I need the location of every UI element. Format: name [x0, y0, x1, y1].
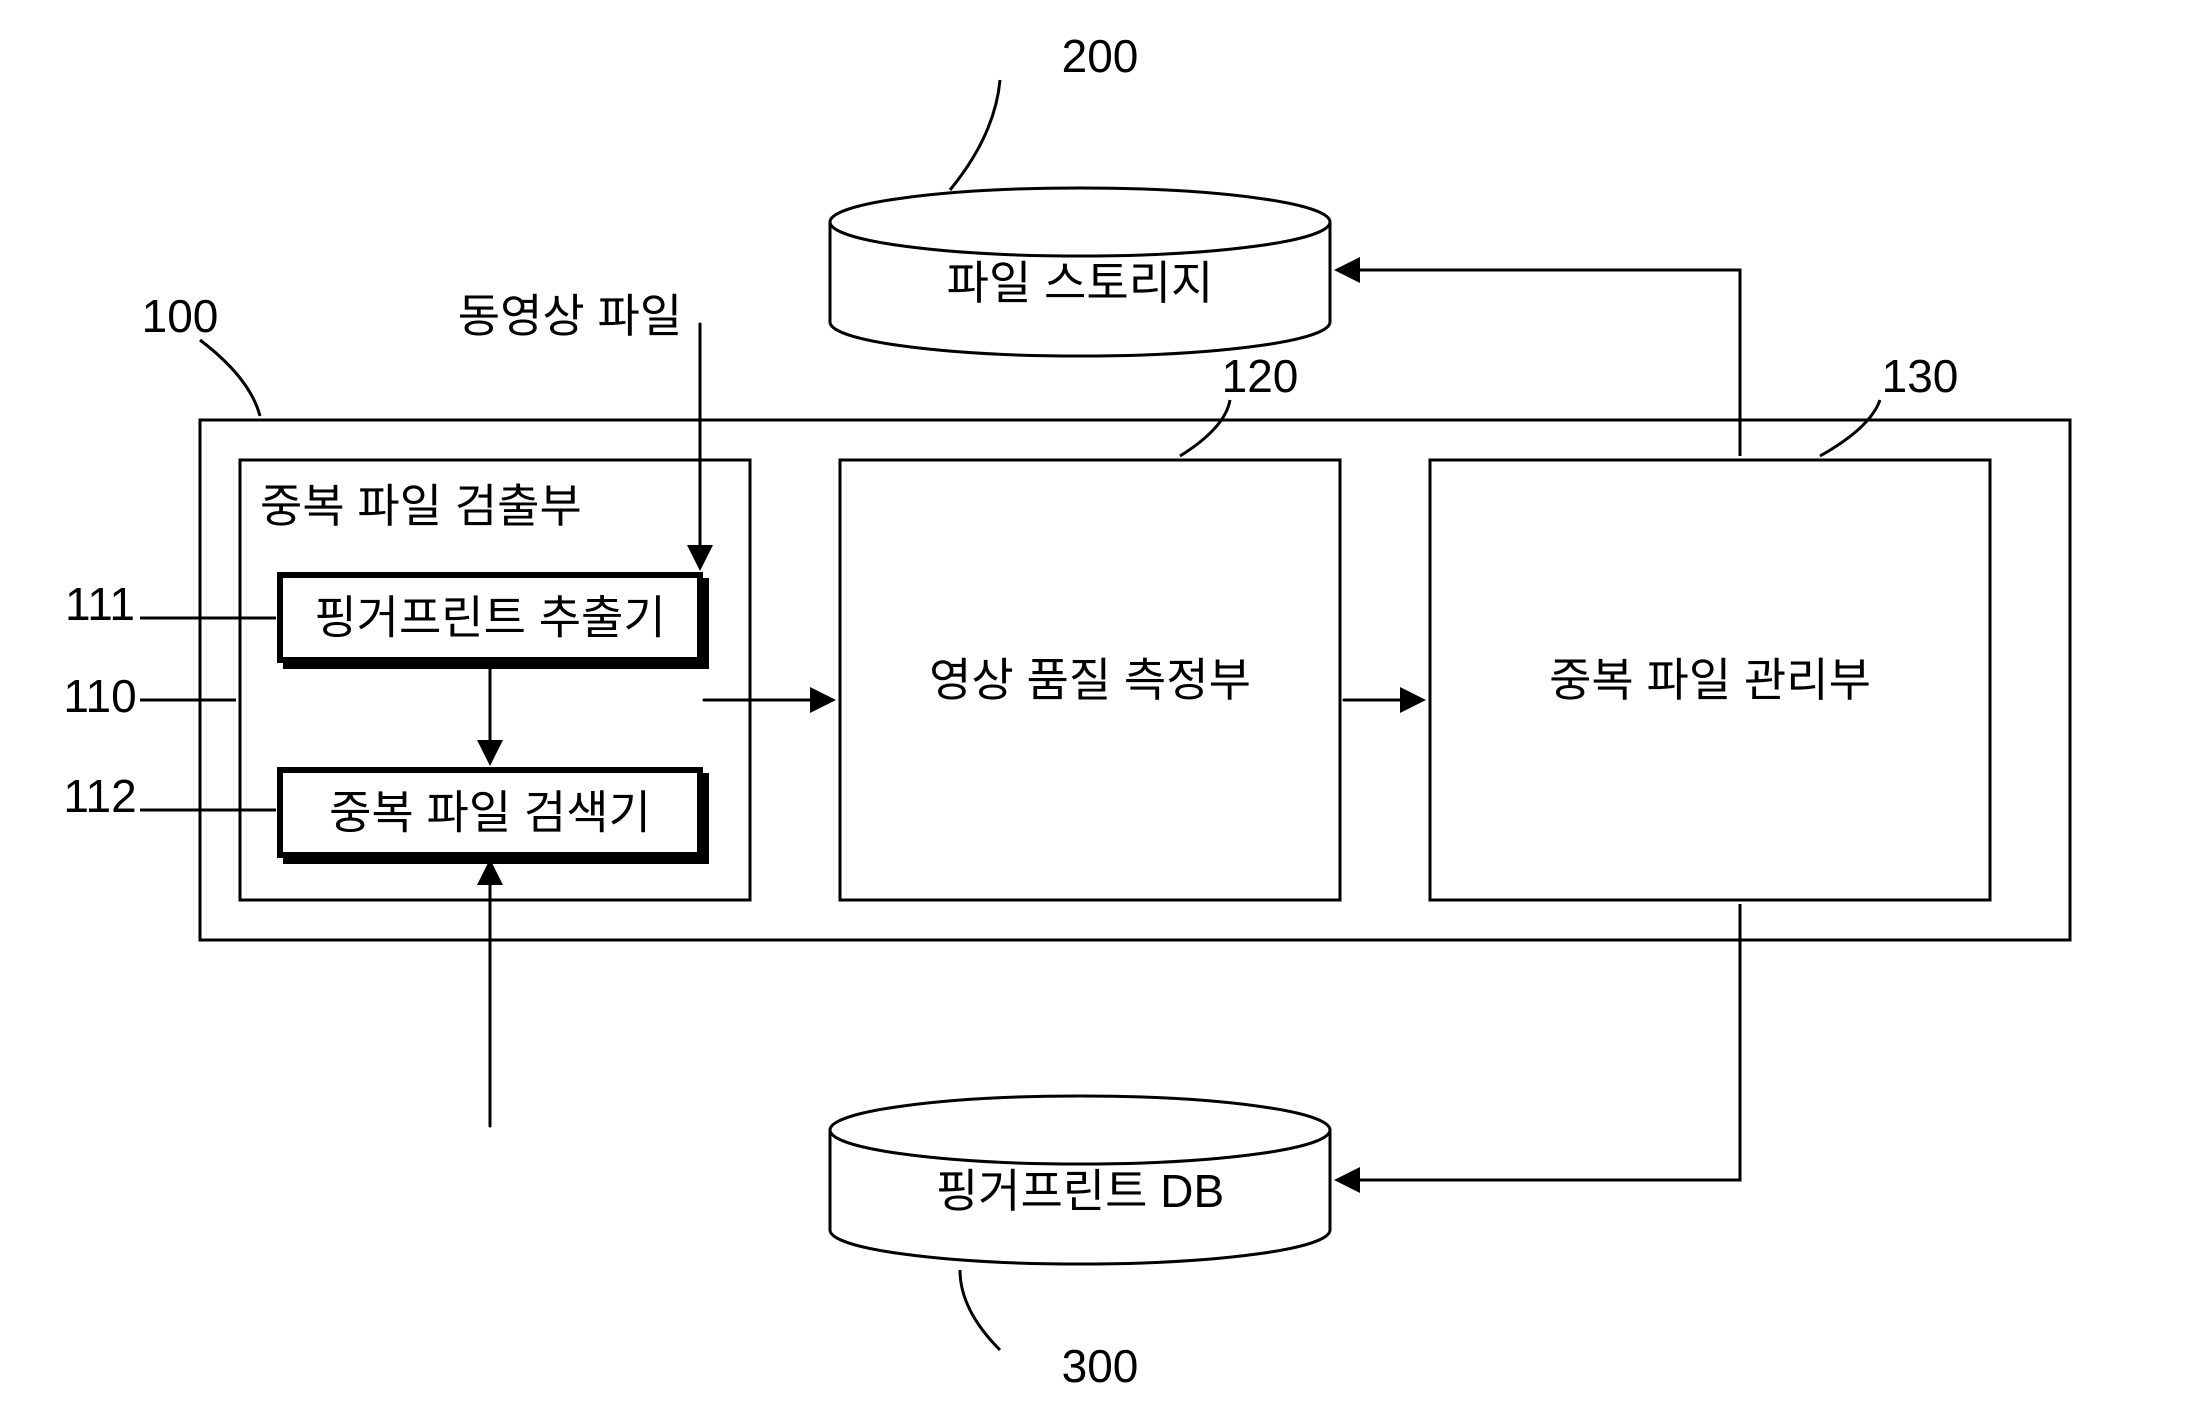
ref-100: 100: [142, 290, 219, 342]
arrow-manager-to-db: [1360, 904, 1740, 1180]
arrow-manager-to-storage: [1360, 270, 1740, 456]
ref-120: 120: [1222, 350, 1299, 402]
manager-box-label: 중복 파일 관리부: [1549, 654, 1871, 706]
fingerprint-db-cylinder-label: 핑거프린트 DB: [936, 1165, 1224, 1217]
ref-130: 130: [1882, 350, 1959, 402]
ref-300: 300: [1062, 1340, 1139, 1392]
detector-title: 중복 파일 검출부: [260, 480, 582, 532]
diagram-canvas: 파일 스토리지핑거프린트 DB 중복 파일 검출부핑거프린트 추출기중복 파일 검…: [0, 0, 2196, 1424]
ref-111: 111: [65, 578, 135, 630]
file-storage-cylinder-label: 파일 스토리지: [947, 257, 1214, 309]
file-storage-cylinder: 파일 스토리지: [830, 188, 1330, 356]
fingerprint-extractor-box-label: 핑거프린트 추출기: [314, 592, 665, 644]
video-file-edge-label: 동영상 파일: [458, 290, 682, 342]
fingerprint-db-cylinder: 핑거프린트 DB: [830, 1096, 1330, 1264]
ref-112: 112: [63, 770, 136, 822]
ref-200: 200: [1062, 30, 1139, 82]
ref-110: 110: [63, 670, 136, 722]
duplicate-file-searcher-box-label: 중복 파일 검색기: [329, 787, 651, 839]
quality-box-label: 영상 품질 측정부: [929, 654, 1251, 706]
